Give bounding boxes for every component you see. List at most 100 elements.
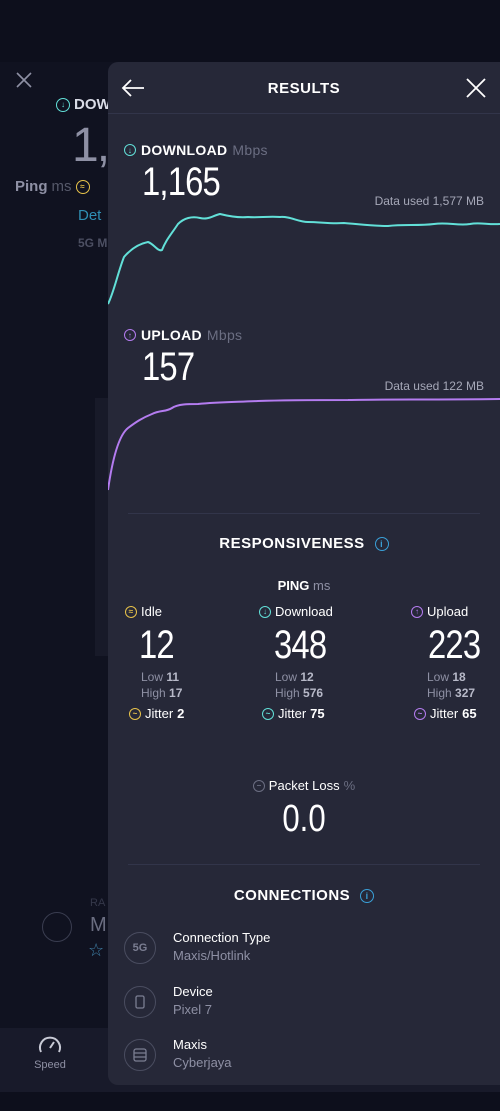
download-label: ↓ DOWNLOAD Mbps xyxy=(124,142,268,158)
download-graph xyxy=(108,212,500,305)
download-ping-high-value: 576 xyxy=(303,686,324,700)
download-ping-low-label: Low xyxy=(275,670,298,684)
phone-icon xyxy=(124,986,156,1018)
packet-loss-icon: − xyxy=(252,779,265,792)
upload-ping-high-label: High xyxy=(427,686,452,700)
download-jitter-label: Jitter xyxy=(278,706,307,721)
connections-heading: CONNECTIONS i xyxy=(108,887,500,904)
upload-graph xyxy=(108,398,500,491)
upload-arrow-icon: ↑ xyxy=(411,605,423,618)
upload-ping-low: Low 18 xyxy=(427,670,482,684)
ping-download-column: ↓ Download 348 Low 12 High 576 ~ Jitter … xyxy=(244,604,364,721)
background-ping-text: Ping xyxy=(15,178,48,195)
idle-jitter-value: 2 xyxy=(177,706,185,721)
idle-low-value: 11 xyxy=(166,670,180,684)
idle-jitter-label: Jitter xyxy=(145,706,174,721)
background-details-link[interactable]: Det xyxy=(78,207,102,224)
responsiveness-title: RESPONSIVENESS xyxy=(219,535,365,552)
ping-heading: PING ms xyxy=(108,578,500,593)
idle-high-value: 17 xyxy=(169,686,183,700)
download-ping-label-text: Download xyxy=(275,604,333,619)
device-title: Device xyxy=(173,984,213,999)
ping-idle-column: ≈ Idle 12 Low 11 High 17 ~ Jitter 2 xyxy=(125,604,245,721)
upload-ping-high-value: 327 xyxy=(455,686,476,700)
status-bar-area xyxy=(0,0,500,62)
background-close-icon[interactable] xyxy=(14,70,34,90)
background-download-label: ↓ DOW xyxy=(56,96,111,113)
upload-label: ↑ UPLOAD Mbps xyxy=(124,327,242,343)
download-label-text: DOWNLOAD xyxy=(141,142,228,158)
packet-loss-unit: % xyxy=(343,778,356,793)
background-ping-label: Ping ms ≈ xyxy=(15,178,90,195)
ping-upload-column: ↑ Upload 223 Low 18 High 327 ~ Jitter 65 xyxy=(362,604,482,721)
download-ping-low-value: 12 xyxy=(300,670,314,684)
upload-data-used: Data used 122 MB xyxy=(384,379,484,393)
background-provider-name: M xyxy=(90,914,107,936)
download-arrow-icon: ↓ xyxy=(259,605,271,618)
upload-label-text: UPLOAD xyxy=(141,327,202,343)
device-row: Device Pixel 7 xyxy=(124,982,484,1026)
download-ping-label: ↓ Download xyxy=(259,604,364,619)
upload-jitter-value: 65 xyxy=(462,706,477,721)
download-unit: Mbps xyxy=(232,142,268,158)
jitter-icon: ~ xyxy=(262,707,274,720)
upload-arrow-icon: ↑ xyxy=(124,329,136,341)
upload-value: 157 xyxy=(142,345,195,389)
jitter-icon: ~ xyxy=(129,707,141,720)
connection-type-value: Maxis/Hotlink xyxy=(173,948,251,963)
upload-jitter-label: Jitter xyxy=(430,706,459,721)
background-ping-unit: ms xyxy=(51,178,72,195)
responsiveness-heading: RESPONSIVENESS i xyxy=(108,535,500,552)
upload-ping-low-label: Low xyxy=(427,670,450,684)
packet-loss-label: − Packet Loss % xyxy=(108,778,500,793)
server-title: Maxis xyxy=(173,1037,207,1052)
download-ping-value: 348 xyxy=(274,623,327,667)
upload-ping-value: 223 xyxy=(428,623,481,667)
nav-speed-tab[interactable]: Speed xyxy=(24,1034,76,1071)
section-divider xyxy=(128,513,480,514)
system-nav-area xyxy=(0,1092,500,1111)
idle-label-text: Idle xyxy=(141,604,162,619)
close-icon[interactable] xyxy=(464,76,488,100)
download-data-used: Data used 1,577 MB xyxy=(374,194,484,208)
star-icon[interactable]: ☆ xyxy=(88,940,105,960)
background-download-text: DOW xyxy=(74,96,111,113)
idle-label: ≈ Idle xyxy=(125,604,245,619)
connection-type-row: 5G Connection Type Maxis/Hotlink xyxy=(124,928,484,972)
idle-high: High 17 xyxy=(141,686,245,700)
server-row: Maxis Cyberjaya xyxy=(124,1035,484,1079)
upload-ping-low-value: 18 xyxy=(452,670,466,684)
results-title: RESULTS xyxy=(267,80,341,97)
background-network-badge: 5G M xyxy=(78,236,108,250)
wifi-icon xyxy=(42,912,72,942)
speedometer-icon xyxy=(39,1036,61,1053)
background-download-value: 1, xyxy=(72,119,110,172)
download-arrow-icon: ↓ xyxy=(124,144,136,156)
5g-icon: 5G xyxy=(124,932,156,964)
ping-unit: ms xyxy=(313,578,331,593)
nav-speed-label: Speed xyxy=(34,1059,66,1071)
upload-ping-jitter: ~ Jitter 65 xyxy=(414,706,482,721)
idle-low: Low 11 xyxy=(141,670,245,684)
download-arrow-icon: ↓ xyxy=(56,97,70,112)
download-jitter-value: 75 xyxy=(310,706,325,721)
ping-label: PING xyxy=(277,578,310,593)
idle-jitter: ~ Jitter 2 xyxy=(129,706,245,721)
download-ping-low: Low 12 xyxy=(275,670,364,684)
results-header: RESULTS xyxy=(108,62,500,114)
info-icon[interactable]: i xyxy=(374,536,389,551)
server-icon xyxy=(124,1039,156,1071)
idle-low-label: Low xyxy=(141,670,164,684)
upload-ping-label-text: Upload xyxy=(427,604,469,619)
upload-unit: Mbps xyxy=(206,327,243,343)
back-arrow-icon[interactable] xyxy=(120,76,146,100)
upload-ping-label: ↑ Upload xyxy=(411,604,482,619)
packet-loss-value: 0.0 xyxy=(282,798,326,840)
jitter-icon: ~ xyxy=(414,707,426,720)
device-value: Pixel 7 xyxy=(173,1002,213,1017)
info-icon[interactable]: i xyxy=(360,888,375,903)
idle-ping-value: 12 xyxy=(139,623,175,667)
upload-ping-high: High 327 xyxy=(427,686,482,700)
background-rate-label: RA xyxy=(90,897,106,909)
connection-type-title: Connection Type xyxy=(173,930,271,945)
